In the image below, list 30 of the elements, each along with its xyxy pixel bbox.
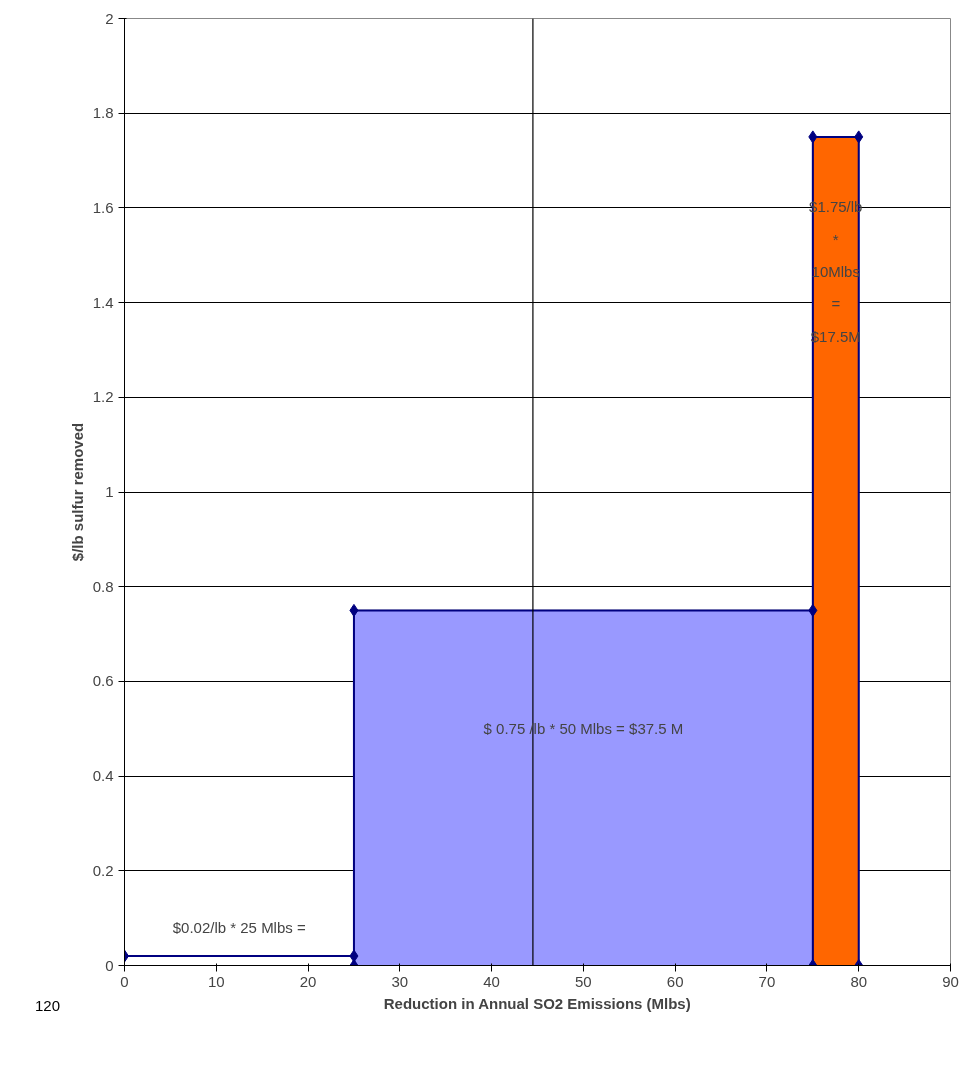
x-tick-label: 40: [483, 972, 500, 990]
x-tick-label: 90: [942, 972, 959, 990]
y-tick-label: 0: [105, 956, 114, 974]
text: 120: [34, 996, 60, 1016]
point: [854, 130, 864, 144]
y-tick-label: 0.4: [92, 767, 114, 785]
point: [808, 603, 818, 617]
x-tick-label: 20: [299, 972, 317, 990]
x-tick-label: 70: [758, 972, 776, 990]
annotation: $0.02/lb * 25 Mlbs =: [172, 919, 306, 937]
x-tick-label: 50: [575, 972, 592, 990]
y-tick-label: 1.2: [92, 388, 114, 406]
x-tick-label: 10: [207, 972, 225, 990]
y-tick-label: 0.8: [92, 577, 114, 595]
x-tick-label: 0: [120, 972, 129, 990]
y-tick-label: 1.8: [92, 104, 114, 122]
point: [349, 949, 359, 963]
y-tick-label: 2: [105, 9, 114, 27]
point: [349, 603, 359, 617]
x-axis-title: Reduction in Annual SO2 Emissions (Mlbs): [383, 994, 691, 1012]
x-tick-label: 60: [666, 972, 684, 990]
y-tick-label: 0.6: [92, 672, 114, 690]
point: [808, 130, 818, 144]
x-tick-label: 80: [850, 972, 868, 990]
y-tick-label: 1.4: [92, 293, 114, 311]
y-tick-label: 1.6: [92, 198, 114, 216]
y-tick-label: 0.2: [92, 861, 114, 879]
y-axis-title: $/lb sulfur removed: [68, 422, 86, 562]
y-tick-label: 1: [105, 483, 114, 500]
x-tick-label: 30: [391, 972, 409, 990]
